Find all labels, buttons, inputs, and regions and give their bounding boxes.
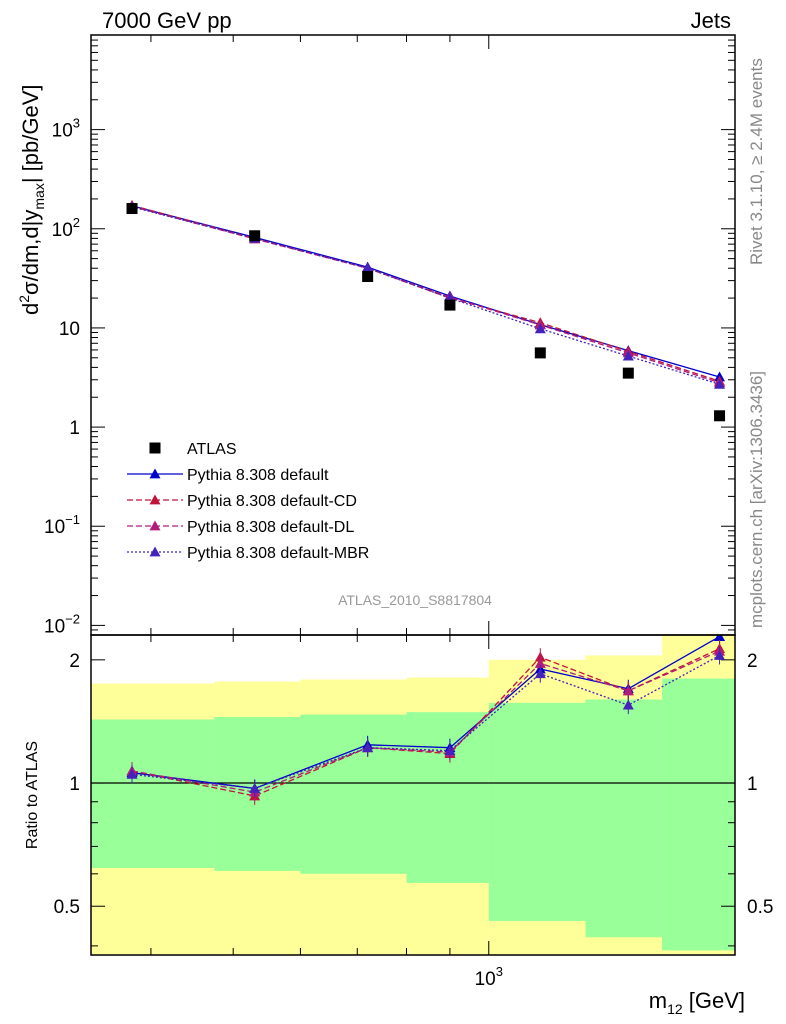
ratio-tick-label-right: 0.5 [747,897,773,918]
ratio-clip-group [126,635,726,805]
ratio-point [444,745,456,756]
ratio-axis-label: Ratio to ATLAS [24,741,41,849]
legend-entry: Pythia 8.308 default-CD [127,493,357,510]
mc-point [714,378,726,389]
ratio-point [249,782,261,793]
legend-label: ATLAS [187,441,237,458]
legend-entry: Pythia 8.308 default-DL [127,519,354,536]
mcplots-label: mcplots.cern.ch [arXiv:1306.3436] [747,371,766,628]
legend-label: Pythia 8.308 default-MBR [187,545,369,562]
mc-point [622,350,634,361]
legend-entry: Pythia 8.308 default-MBR [127,545,369,562]
header-process: Jets [691,8,731,33]
ratio-point [622,699,634,710]
data-point [444,299,456,311]
legend: ATLAS Pythia 8.308 default Pythia 8.308 de… [127,441,369,562]
ratio-point [362,742,374,753]
header-energy: 7000 GeV pp [102,8,232,33]
ratio-point [534,668,546,679]
data-point [714,410,726,422]
data-point [534,347,546,359]
y-tick-label: 103 [52,116,80,142]
main-axis-ticks: 10−2 10−1 1 10 102 103 103 [44,34,735,990]
main-series-layer [126,199,726,422]
ratio-tick-label-right: 2 [747,651,758,672]
data-point [126,203,138,215]
legend-marker [149,494,161,505]
ratio-tick-label-left: 0.5 [54,897,80,918]
x-axis-label: m12 [GeV] [649,988,745,1017]
ratio-band-inner [300,714,407,874]
legend-marker [149,546,161,557]
ratio-point [714,649,726,660]
y-tick-label: 1 [69,418,80,439]
x-tick-label: 103 [475,964,503,990]
ratio-band-inner [406,712,489,883]
y-tick-label: 102 [52,215,80,241]
ratio-point [714,635,726,641]
ratio-band-inner [662,678,735,951]
ratio-point [126,768,138,779]
legend-marker [149,468,161,479]
ratio-uncertainty-bands [91,635,735,955]
y-tick-label: 10 [59,319,80,340]
mc-point [534,323,546,334]
legend-label: Pythia 8.308 default-DL [187,519,354,536]
legend-marker [149,442,161,454]
legend-label: Pythia 8.308 default-CD [187,493,357,510]
ratio-axis-ticks: 0.5 0.5 1 1 2 2 [54,651,773,947]
y-tick-label: 10−2 [44,611,80,637]
analysis-id: ATLAS_2010_S8817804 [338,592,492,608]
data-point [249,230,261,242]
ratio-series-layer [126,635,726,805]
ratio-band-inner [585,699,663,938]
legend-entry: ATLAS [149,441,237,458]
legend-label: Pythia 8.308 default [187,467,329,484]
mc-point [362,262,374,273]
ratio-tick-label-right: 1 [747,774,758,795]
ratio-band-inner [488,702,586,922]
ratio-point [622,685,634,696]
ratio-tick-label-left: 2 [69,651,80,672]
data-point [362,271,374,283]
rivet-label: Rivet 3.1.10, ≥ 2.4M events [747,58,766,265]
ratio-band-inner [91,719,215,868]
legend-entry: Pythia 8.308 default [127,467,329,484]
y-tick-label: 10−1 [44,512,80,538]
ratio-tick-label-left: 1 [69,774,80,795]
y-axis-label: d2σ/dm,d|ymax| [pb/GeV] [16,85,47,315]
ratio-panel-frame [90,634,736,956]
data-point [622,367,634,379]
legend-marker [149,520,161,531]
ratio-point [534,657,546,668]
